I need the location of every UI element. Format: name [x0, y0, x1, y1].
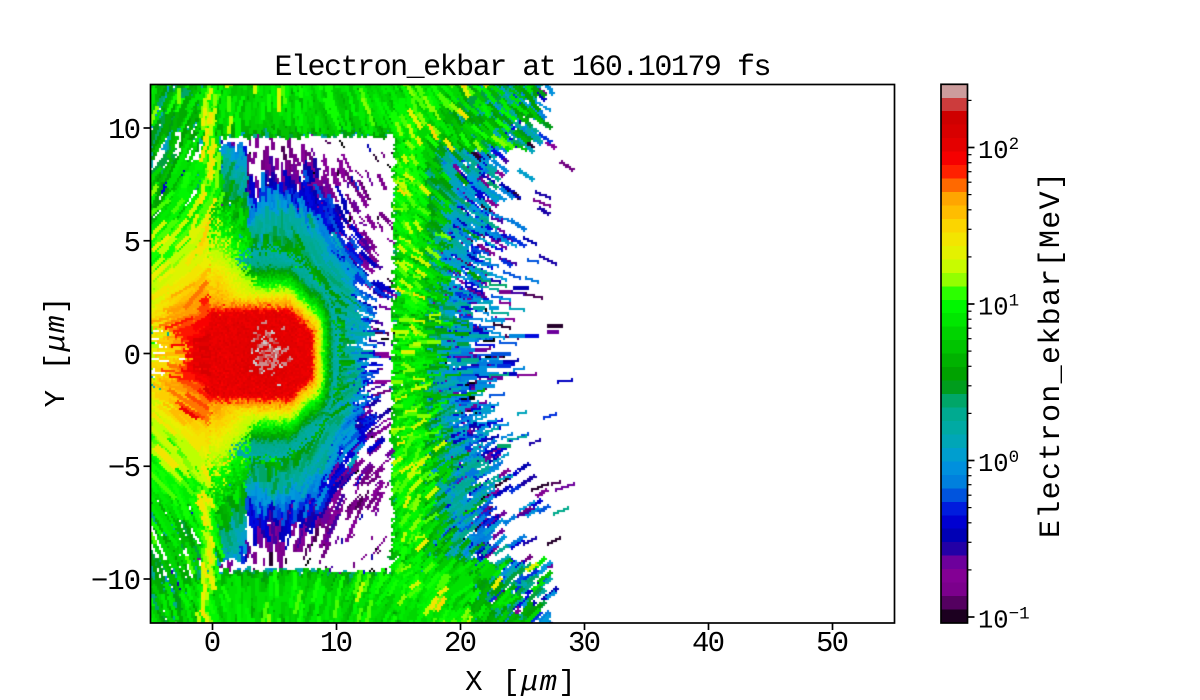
svg-text:101: 101 — [978, 292, 1019, 323]
svg-text:5: 5 — [124, 227, 141, 260]
svg-text:10: 10 — [108, 114, 141, 147]
svg-text:0: 0 — [204, 627, 221, 660]
svg-text:X [μm]: X [μm] — [465, 666, 577, 699]
svg-text:Electron_ekbar[MeV]: Electron_ekbar[MeV] — [1035, 172, 1069, 538]
svg-text:10: 10 — [320, 627, 353, 660]
svg-text:100: 100 — [978, 448, 1019, 479]
svg-text:30: 30 — [568, 627, 601, 660]
svg-text:20: 20 — [444, 627, 477, 660]
svg-text:Electron_ekbar at 160.10179 fs: Electron_ekbar at 160.10179 fs — [275, 51, 772, 85]
svg-text:102: 102 — [978, 135, 1019, 166]
svg-text:−5: −5 — [108, 452, 141, 485]
svg-text:10−1: 10−1 — [978, 605, 1030, 636]
svg-text:0: 0 — [124, 340, 141, 373]
svg-text:−10: −10 — [91, 565, 141, 598]
svg-text:50: 50 — [816, 627, 849, 660]
svg-text:Y [μm]: Y [μm] — [40, 296, 73, 408]
svg-text:40: 40 — [692, 627, 725, 660]
